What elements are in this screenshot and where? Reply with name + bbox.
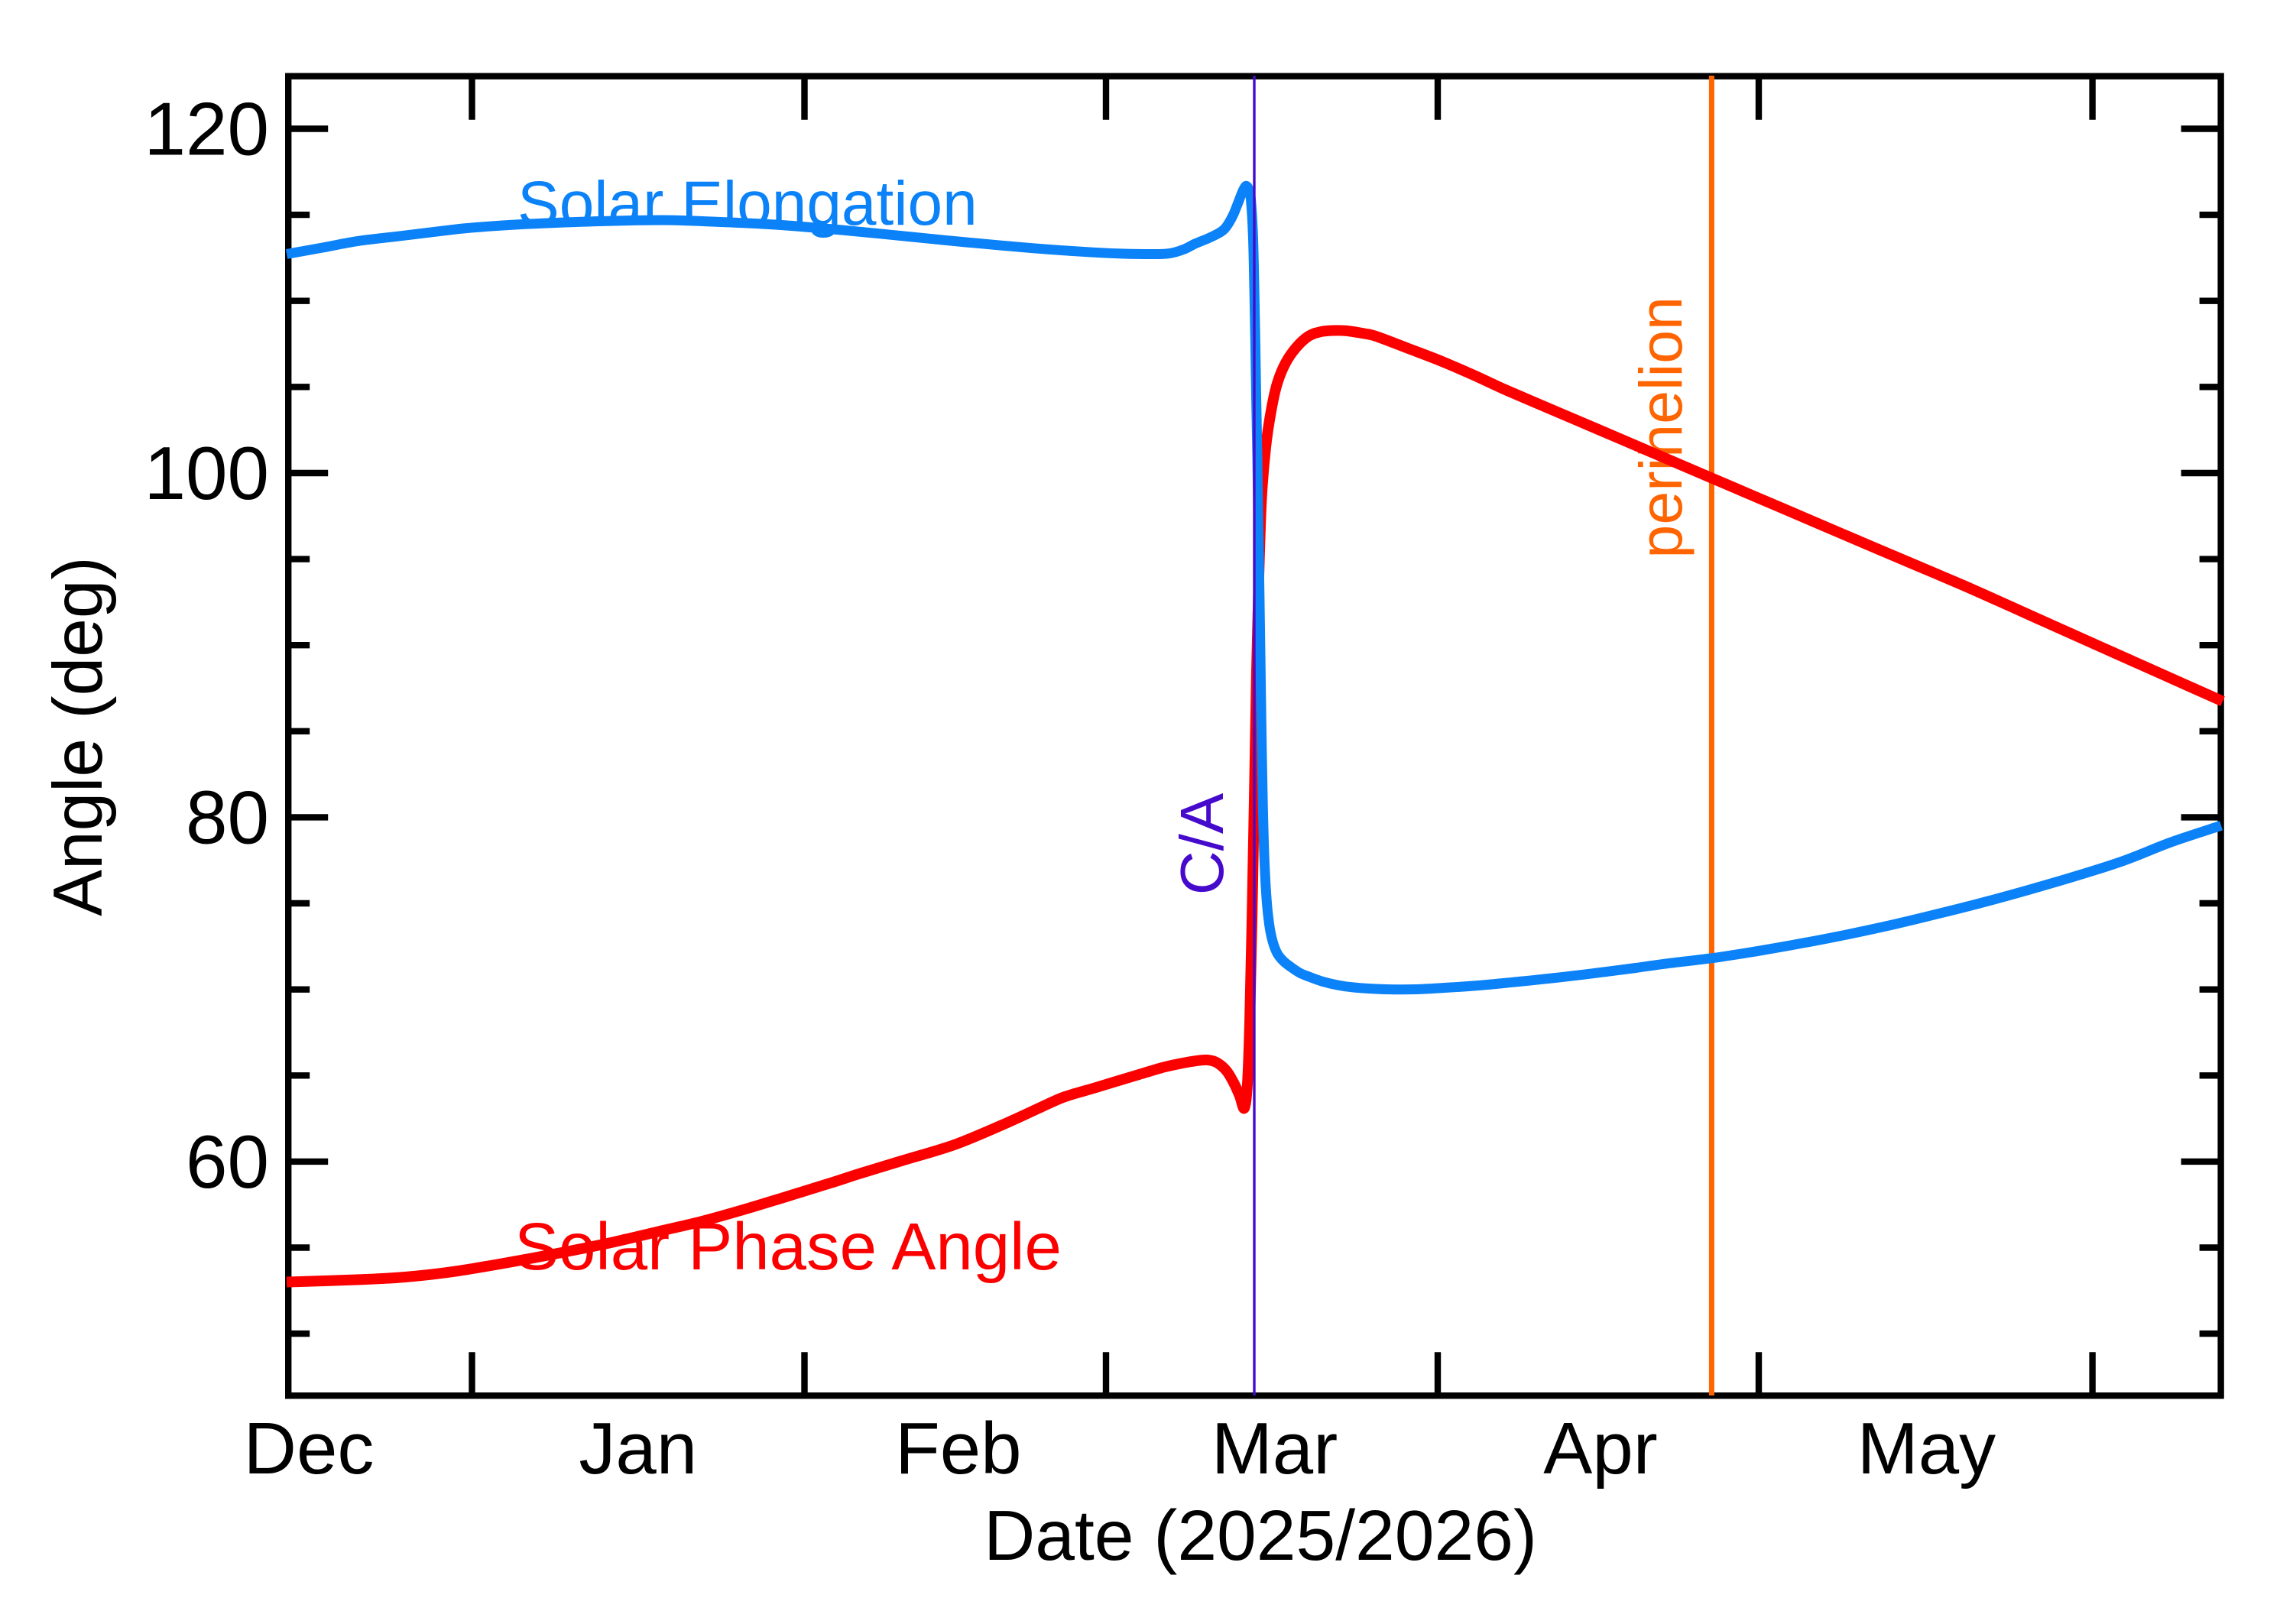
svg-text:Angle (deg): Angle (deg) (40, 556, 117, 916)
svg-text:Dec: Dec (244, 1408, 375, 1489)
svg-text:100: 100 (144, 431, 269, 515)
svg-text:Apr: Apr (1543, 1408, 1657, 1489)
svg-text:Jan: Jan (579, 1408, 697, 1489)
svg-text:perihelion: perihelion (1627, 297, 1695, 559)
svg-text:60: 60 (186, 1120, 269, 1204)
svg-text:Date (2025/2026): Date (2025/2026) (984, 1496, 1537, 1575)
svg-text:May: May (1857, 1408, 1996, 1489)
svg-text:120: 120 (144, 87, 269, 171)
svg-text:Mar: Mar (1211, 1408, 1338, 1489)
svg-text:Feb: Feb (895, 1408, 1021, 1489)
svg-text:80: 80 (186, 776, 269, 860)
svg-text:C/A: C/A (1168, 793, 1236, 895)
